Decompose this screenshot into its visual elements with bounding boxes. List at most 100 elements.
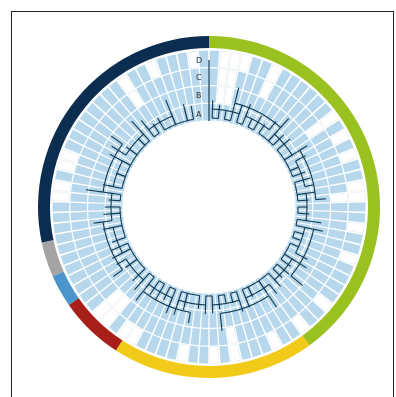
branch-stem	[290, 242, 299, 248]
cell	[330, 211, 348, 221]
cell	[100, 307, 119, 327]
cell	[171, 71, 183, 90]
cell	[266, 330, 283, 350]
cell	[136, 310, 152, 330]
cell	[243, 321, 256, 341]
cell	[226, 69, 238, 88]
cell	[55, 169, 74, 182]
branch-arc	[276, 149, 285, 161]
cell	[100, 282, 118, 300]
cell	[156, 56, 170, 76]
branch-stem	[247, 118, 253, 128]
branch-stem	[272, 268, 283, 278]
branch-stem	[290, 166, 299, 172]
branch-stem	[290, 275, 303, 286]
cell	[119, 149, 137, 164]
cell	[266, 64, 283, 84]
branch-stem	[85, 189, 104, 193]
cell	[251, 318, 265, 338]
cell	[187, 50, 199, 69]
cell	[299, 87, 318, 106]
branch-stem	[108, 199, 121, 202]
branch-stem	[276, 138, 291, 151]
branch-arc	[296, 194, 299, 201]
cell	[89, 268, 108, 284]
cell	[166, 341, 180, 360]
cell	[329, 220, 347, 231]
cell	[79, 111, 99, 129]
cell	[117, 320, 135, 340]
branch-stem	[235, 291, 240, 301]
cell	[319, 285, 339, 303]
cell	[235, 324, 247, 343]
cell	[330, 129, 350, 146]
cell	[325, 164, 344, 177]
branch-stem	[116, 172, 126, 178]
branch-arc	[290, 229, 315, 277]
branch-stem	[284, 154, 293, 161]
cell	[281, 95, 298, 114]
cell	[93, 95, 112, 113]
cell	[257, 335, 272, 354]
cell	[198, 50, 209, 68]
cell	[100, 114, 118, 132]
cell	[283, 320, 301, 340]
cell	[238, 341, 252, 360]
cell	[161, 112, 174, 131]
cell	[90, 225, 108, 236]
cell	[168, 90, 180, 109]
cell	[226, 326, 238, 345]
cell	[348, 212, 366, 223]
cell	[325, 237, 344, 250]
cell	[338, 250, 358, 266]
cell	[219, 50, 231, 69]
ring-label-d: D	[196, 56, 202, 65]
cell	[200, 68, 209, 86]
branch-arc	[220, 295, 270, 314]
cell	[73, 277, 93, 294]
cell	[192, 310, 202, 328]
cell	[144, 315, 159, 334]
cell	[344, 232, 363, 245]
cell	[52, 202, 70, 212]
cell	[119, 120, 137, 137]
cell	[190, 327, 200, 346]
cell	[327, 174, 346, 186]
cell	[228, 343, 242, 363]
cell	[300, 282, 318, 300]
branch-stem	[268, 295, 278, 308]
cell	[200, 328, 209, 346]
cell	[166, 54, 180, 73]
cell	[322, 155, 341, 169]
cell	[188, 291, 197, 310]
cell	[306, 95, 325, 113]
cell	[347, 191, 366, 202]
cell	[126, 325, 144, 346]
cell	[112, 294, 131, 314]
branch-arc	[175, 120, 188, 125]
cell	[209, 311, 217, 328]
cell	[128, 138, 145, 154]
branch-stem	[219, 313, 223, 332]
cell	[218, 327, 228, 346]
branch-stem	[305, 220, 322, 224]
cell	[195, 104, 203, 122]
cell	[306, 301, 325, 319]
cell	[64, 139, 83, 154]
cell	[348, 202, 366, 212]
cell	[91, 232, 110, 244]
cell	[305, 275, 324, 292]
branch-arc	[110, 193, 113, 221]
branch-stem	[165, 99, 173, 117]
branch-stem	[163, 286, 171, 301]
cell	[162, 321, 175, 341]
cell	[281, 277, 299, 294]
cell	[109, 175, 127, 186]
branch-stem	[280, 258, 292, 267]
cell	[68, 268, 88, 285]
branch-stem	[280, 118, 290, 128]
ring-segment-gray	[41, 240, 64, 277]
cell	[94, 122, 113, 139]
cell	[281, 300, 298, 319]
branch-stem	[126, 146, 138, 156]
